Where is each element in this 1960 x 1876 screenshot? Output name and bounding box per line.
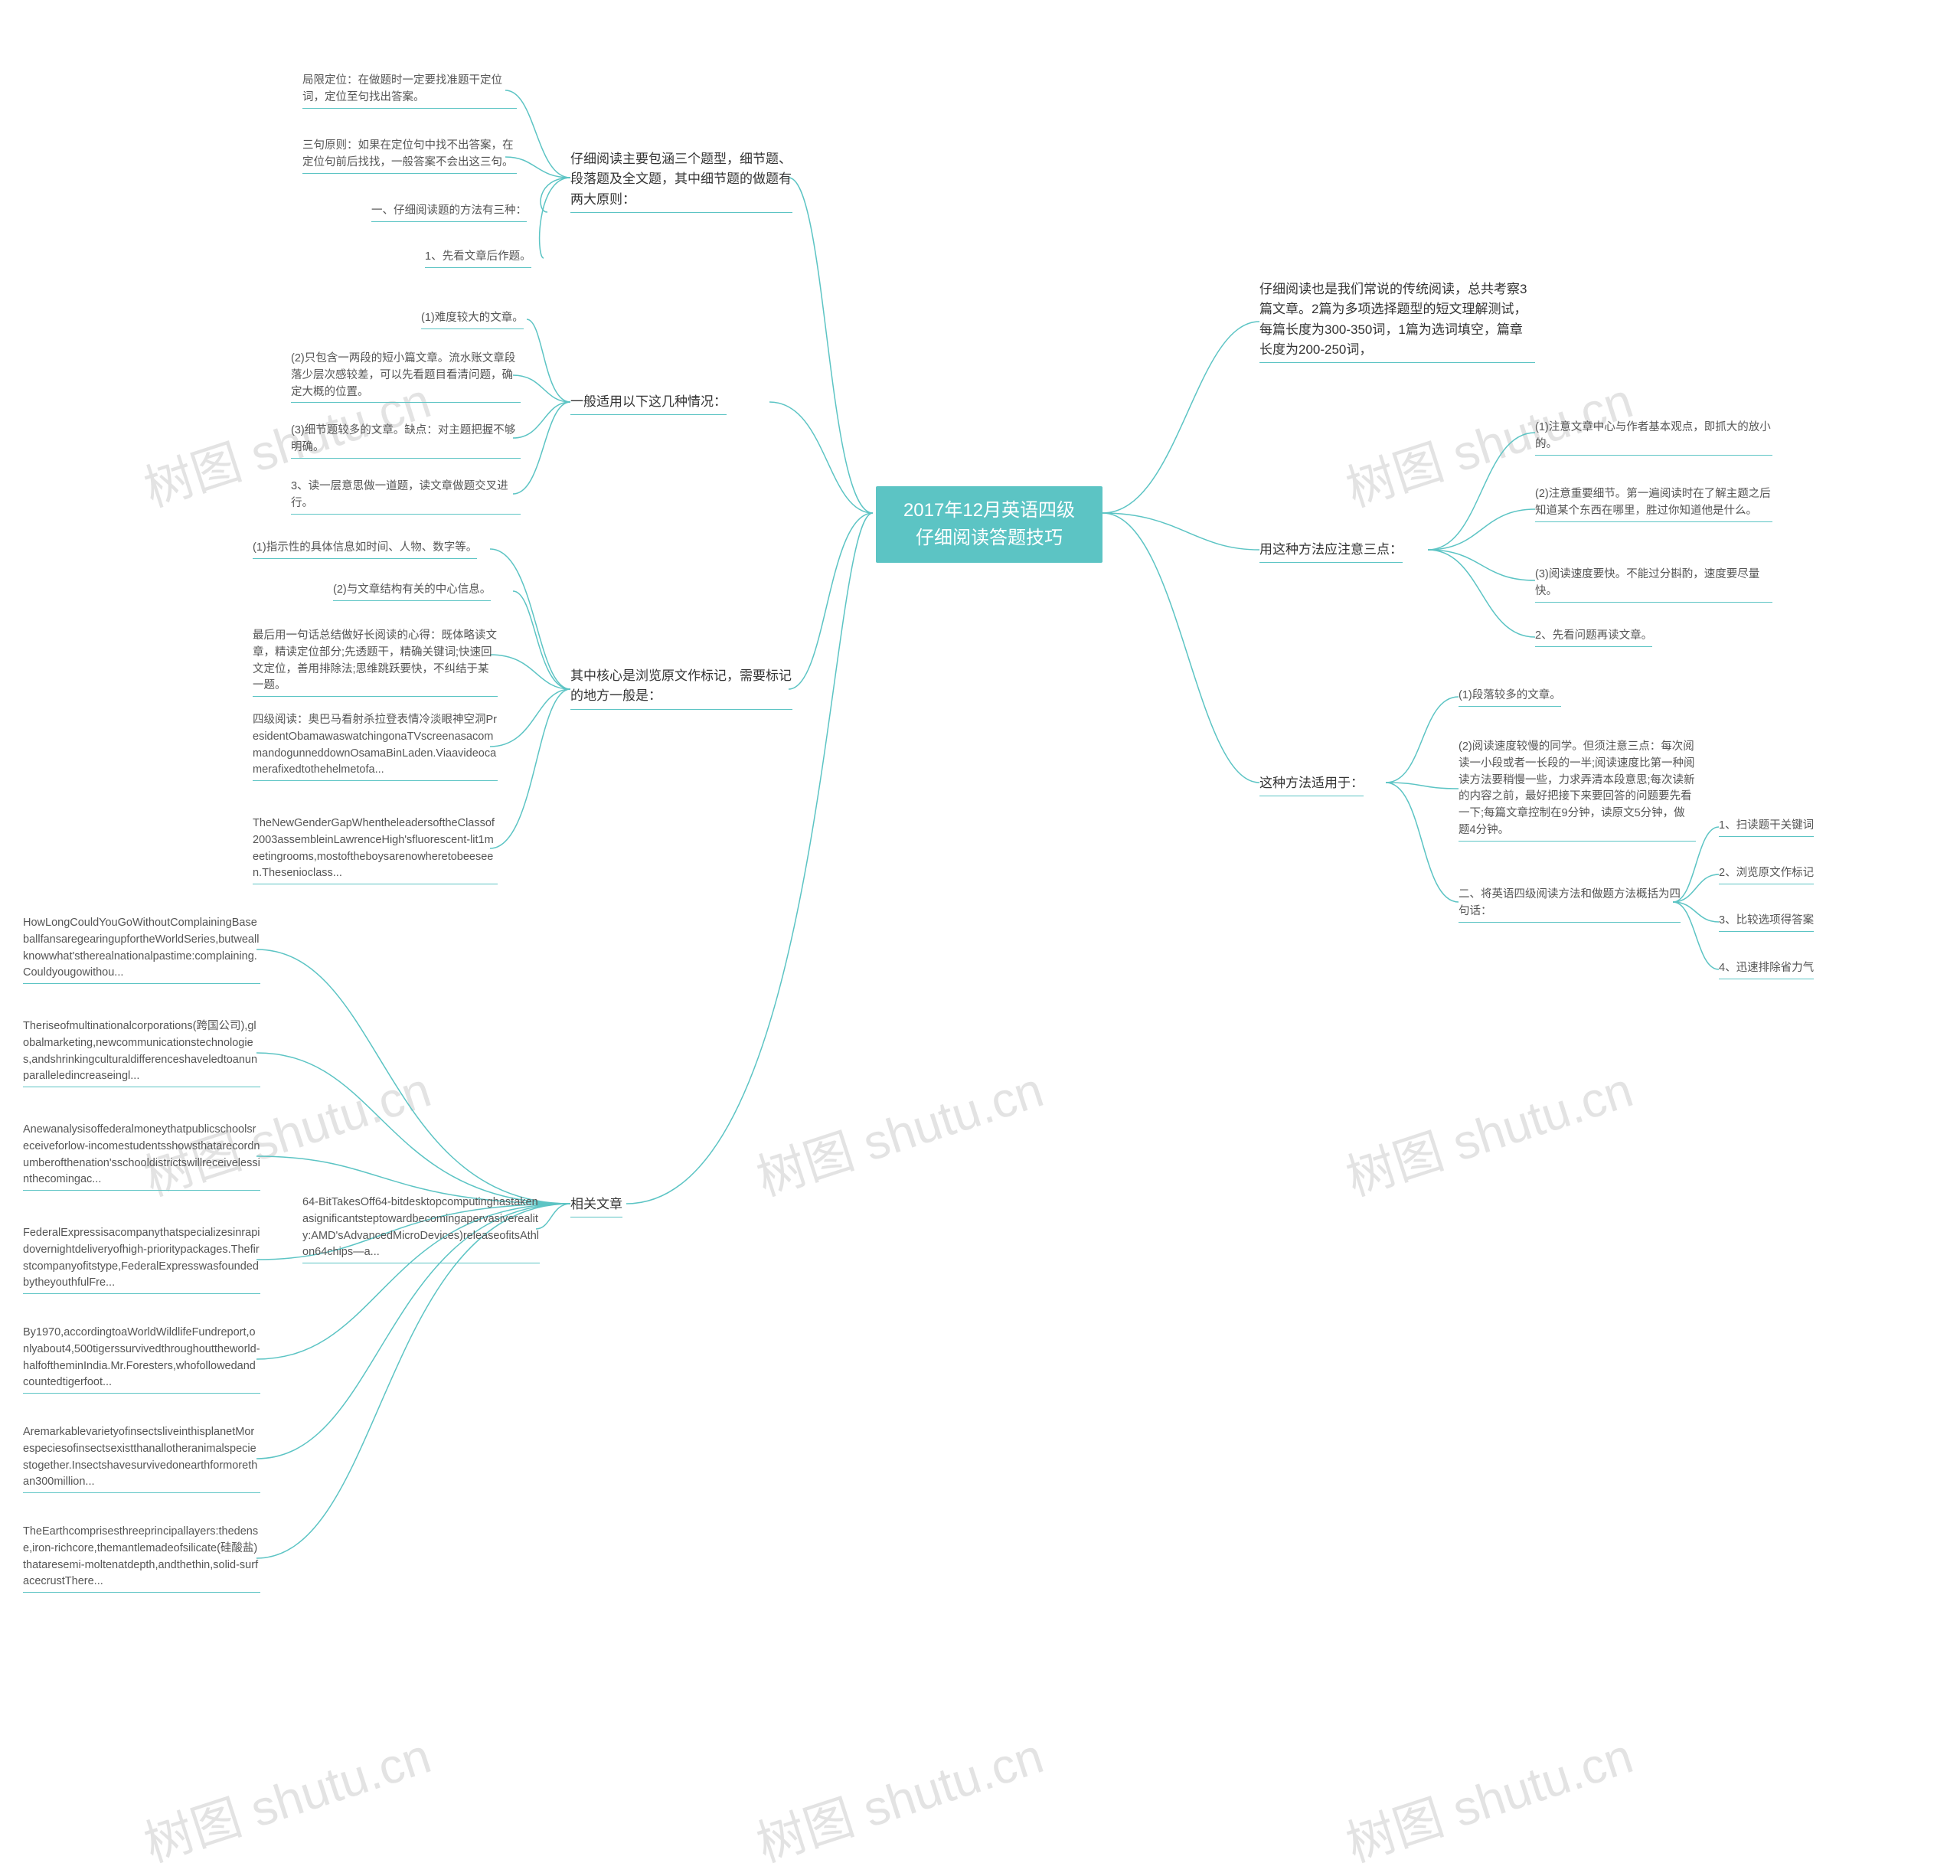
branch-l1[interactable]: 仔细阅读主要包涵三个题型，细节题、段落题及全文题，其中细节题的做题有两大原则： — [570, 149, 792, 213]
branch-l4[interactable]: 相关文章 — [570, 1195, 622, 1217]
leaf-r3b[interactable]: (2)阅读速度较慢的同学。但须注意三点：每次阅读一小段或者一长段的一半;阅读速度… — [1459, 739, 1696, 842]
leaf-l4a[interactable]: HowLongCouldYouGoWithoutComplainingBaseb… — [23, 915, 260, 984]
mindmap-connectors — [0, 0, 1960, 1851]
leaf-l1b[interactable]: 三句原则：如果在定位句中找不出答案，在定位句前后找找，一般答案不会出这三句。 — [302, 138, 517, 174]
leaf-r2d[interactable]: 2、先看问题再读文章。 — [1535, 628, 1652, 647]
leaf-l3a[interactable]: (1)指示性的具体信息如时间、人物、数字等。 — [253, 540, 477, 559]
leaf-l2b[interactable]: (2)只包含一两段的短小篇文章。流水账文章段落少层次感较差，可以先看题目看清问题… — [291, 351, 521, 403]
leaf-l4d[interactable]: FederalExpressisacompanythatspecializesi… — [23, 1225, 260, 1294]
leaf-r3c[interactable]: 二、将英语四级阅读方法和做题方法概括为四句话： — [1459, 887, 1681, 923]
leaf-l4g[interactable]: TheEarthcomprisesthreeprincipallayers:th… — [23, 1524, 260, 1593]
leaf-l2a[interactable]: (1)难度较大的文章。 — [421, 310, 524, 329]
leaf-r2a[interactable]: (1)注意文章中心与作者基本观点，即抓大的放小的。 — [1535, 420, 1772, 456]
leaf-r3a[interactable]: (1)段落较多的文章。 — [1459, 688, 1561, 707]
leaf-r3c4[interactable]: 4、迅速排除省力气 — [1719, 960, 1814, 979]
leaf-r2b[interactable]: (2)注意重要细节。第一遍阅读时在了解主题之后知道某个东西在哪里，胜过你知道他是… — [1535, 486, 1772, 522]
leaf-l3d[interactable]: 四级阅读：奥巴马看射杀拉登表情冷淡眼神空洞PresidentObamawaswa… — [253, 712, 498, 781]
leaf-l4e[interactable]: By1970,accordingtoaWorldWildlifeFundrepo… — [23, 1325, 260, 1394]
leaf-l1d[interactable]: 1、先看文章后作题。 — [425, 249, 531, 268]
leaf-r3c3[interactable]: 3、比较选项得答案 — [1719, 913, 1814, 932]
root-node[interactable]: 2017年12月英语四级仔细阅读答题技巧 — [876, 486, 1102, 563]
leaf-l3c[interactable]: 最后用一句话总结做好长阅读的心得：既体略读文章，精读定位部分;先透题干，精确关键… — [253, 628, 498, 697]
leaf-l1a[interactable]: 局限定位：在做题时一定要找准题干定位词，定位至句找出答案。 — [302, 73, 517, 109]
branch-r3[interactable]: 这种方法适用于： — [1259, 773, 1364, 796]
leaf-l3e[interactable]: TheNewGenderGapWhentheleadersoftheClasso… — [253, 815, 498, 884]
leaf-l3b[interactable]: (2)与文章结构有关的中心信息。 — [333, 582, 491, 601]
leaf-r3c2[interactable]: 2、浏览原文作标记 — [1719, 865, 1814, 884]
branch-r2[interactable]: 用这种方法应注意三点： — [1259, 540, 1403, 563]
leaf-l2d[interactable]: 3、读一层意思做一道题，读文章做题交叉进行。 — [291, 479, 521, 515]
leaf-l4f[interactable]: Aremarkablevarietyofinsectsliveinthispla… — [23, 1424, 260, 1493]
branch-l3[interactable]: 其中核心是浏览原文作标记，需要标记的地方一般是： — [570, 666, 792, 710]
leaf-l4h[interactable]: 64-BitTakesOff64-bitdesktopcomputinghast… — [302, 1195, 540, 1263]
branch-l2[interactable]: 一般适用以下这几种情况： — [570, 392, 727, 415]
leaf-l4c[interactable]: Anewanalysisoffederalmoneythatpublicscho… — [23, 1122, 260, 1191]
branch-r1[interactable]: 仔细阅读也是我们常说的传统阅读，总共考察3篇文章。2篇为多项选择题型的短文理解测… — [1259, 279, 1535, 363]
leaf-r2c[interactable]: (3)阅读速度要快。不能过分斟酌，速度要尽量快。 — [1535, 567, 1772, 603]
leaf-l4b[interactable]: Theriseofmultinationalcorporations(跨国公司)… — [23, 1018, 260, 1087]
leaf-l1c[interactable]: 一、仔细阅读题的方法有三种： — [371, 203, 527, 222]
leaf-r3c1[interactable]: 1、扫读题干关键词 — [1719, 818, 1814, 837]
leaf-l2c[interactable]: (3)细节题较多的文章。缺点：对主题把握不够明确。 — [291, 423, 521, 459]
